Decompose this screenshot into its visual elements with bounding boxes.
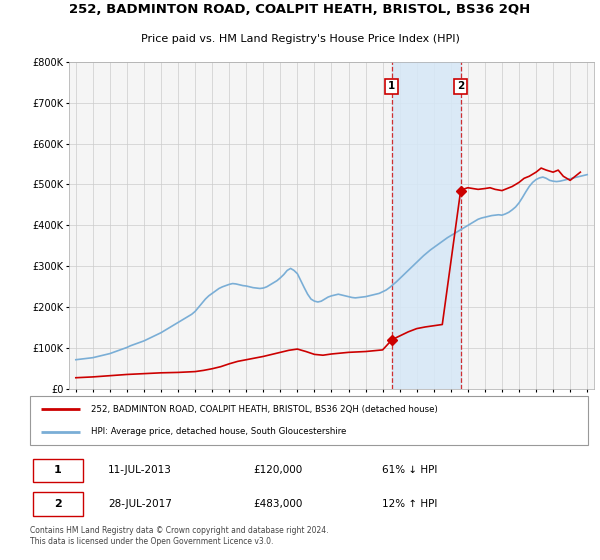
Text: £483,000: £483,000 [253,499,302,509]
Text: 1: 1 [388,81,395,91]
Text: £120,000: £120,000 [253,465,302,475]
Text: 11-JUL-2013: 11-JUL-2013 [108,465,172,475]
Text: HPI: Average price, detached house, South Gloucestershire: HPI: Average price, detached house, Sout… [91,427,347,436]
Text: 2: 2 [54,499,62,509]
Text: 1: 1 [54,465,62,475]
Text: 12% ↑ HPI: 12% ↑ HPI [382,499,437,509]
Text: Price paid vs. HM Land Registry's House Price Index (HPI): Price paid vs. HM Land Registry's House … [140,34,460,44]
Text: 2: 2 [457,81,464,91]
Bar [33,459,83,482]
Text: 252, BADMINTON ROAD, COALPIT HEATH, BRISTOL, BS36 2QH (detached house): 252, BADMINTON ROAD, COALPIT HEATH, BRIS… [91,405,438,414]
Text: 61% ↓ HPI: 61% ↓ HPI [382,465,437,475]
Text: 28-JUL-2017: 28-JUL-2017 [108,499,172,509]
Bar [392,62,461,389]
Text: 252, BADMINTON ROAD, COALPIT HEATH, BRISTOL, BS36 2QH: 252, BADMINTON ROAD, COALPIT HEATH, BRIS… [70,3,530,16]
Text: Contains HM Land Registry data © Crown copyright and database right 2024.
This d: Contains HM Land Registry data © Crown c… [30,526,329,546]
Bar [33,492,83,516]
